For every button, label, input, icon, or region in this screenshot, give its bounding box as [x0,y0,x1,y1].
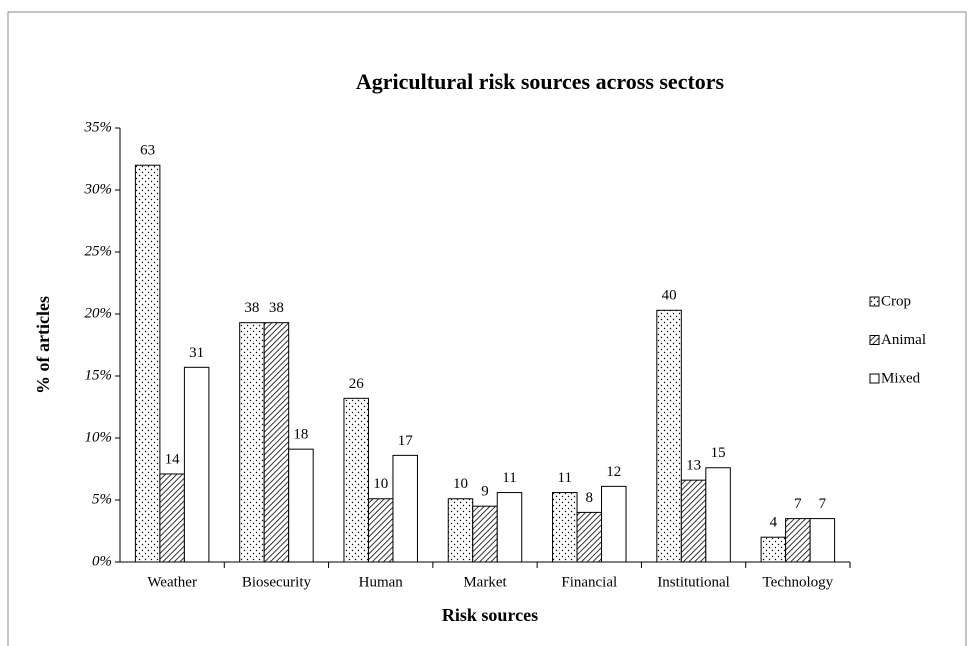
x-tick-label: Institutional [657,574,730,590]
x-tick-label: Market [463,574,507,590]
data-label: 7 [794,496,802,512]
data-label: 31 [189,345,204,361]
bar [809,518,836,563]
x-tick-label: Biosecurity [242,574,312,590]
data-label: 8 [586,490,594,506]
y-tick-label: 30% [84,181,113,197]
data-label: 12 [606,464,621,480]
bar [343,397,369,563]
chart-title: Agricultural risk sources across sectors [356,69,725,94]
y-tick-label: 25% [85,243,113,259]
bar [576,511,603,563]
y-axis-label: % of articles [33,296,53,394]
x-tick-label: Human [359,574,404,590]
data-label: 17 [398,433,414,449]
bar [263,322,290,563]
bar [159,473,185,563]
frame [7,11,967,646]
bar [134,164,161,563]
x-tick-label: Weather [147,574,197,590]
data-label: 14 [165,451,181,467]
x-tick-label: Financial [561,574,617,590]
bar [601,485,627,563]
bar [760,536,787,563]
data-label: 13 [686,458,701,474]
bar [680,479,707,563]
data-label: 9 [481,484,489,500]
y-tick-label: 5% [92,491,112,507]
bar [472,505,498,563]
data-label: 18 [293,427,308,443]
data-label: 38 [269,300,284,316]
y-tick-label: 0% [92,553,112,569]
data-label: 38 [244,300,259,316]
data-label: 26 [349,376,365,392]
bar [392,454,418,563]
data-label: 63 [140,143,155,159]
legend-label: Crop [881,293,911,309]
legend-label: Animal [881,332,926,348]
y-tick-label: 15% [85,367,113,383]
bar [705,467,731,563]
bar [367,498,394,563]
bar [239,322,265,563]
y-tick-label: 20% [85,305,113,321]
x-tick-label: Technology [763,574,834,590]
legend-swatch [869,373,880,384]
y-tick-label: 35% [84,119,113,135]
legend-swatch [869,335,880,345]
legend-label: Mixed [881,370,921,386]
data-label: 11 [558,470,572,486]
data-label: 11 [502,470,516,486]
data-label: 15 [711,445,726,461]
y-tick-label: 10% [85,429,113,445]
legend-swatch [869,296,880,307]
bar [785,518,811,563]
bar [447,498,474,563]
data-label: 10 [373,476,388,492]
bar [183,366,210,563]
bar [496,492,523,563]
bar [656,309,682,563]
bar [552,492,578,563]
data-label: 10 [453,476,468,492]
x-axis-label: Risk sources [442,605,538,625]
bar [288,448,314,563]
data-label: 4 [770,515,778,531]
data-label: 40 [662,288,677,304]
data-label: 7 [819,496,827,512]
